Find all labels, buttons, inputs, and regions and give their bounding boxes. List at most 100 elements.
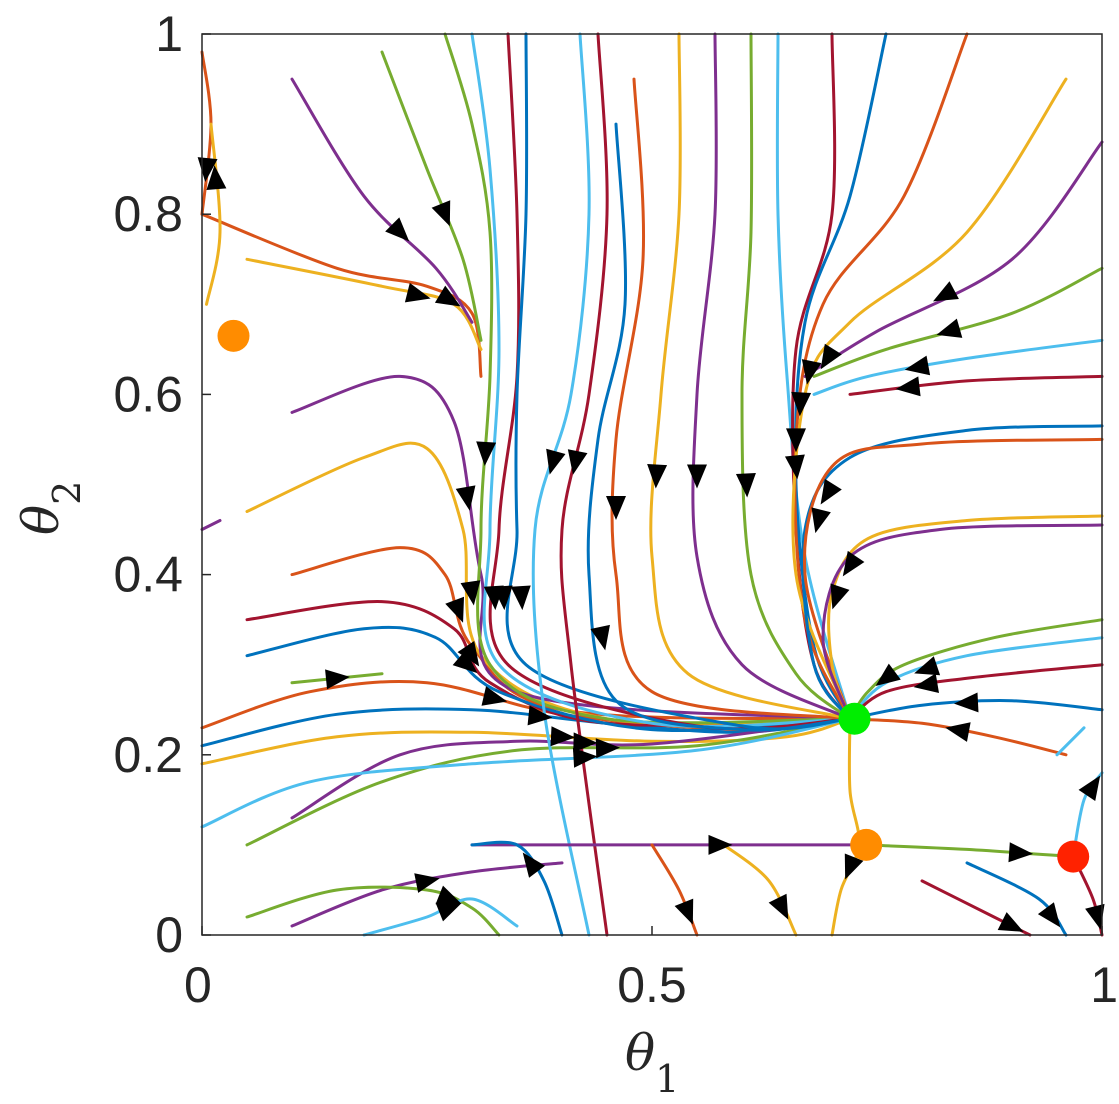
y-tick-label: 0.8 [113,186,183,242]
x-tick-label: 1 [1090,957,1118,1013]
streamline [245,257,483,351]
direction-arrow [768,893,789,920]
direction-arrow [445,596,465,623]
direction-arrow [595,738,620,759]
direction-arrow [820,478,842,505]
direction-arrow [492,585,513,611]
direction-arrow [481,686,508,706]
streamline [821,523,1104,721]
streamline [559,32,609,937]
direction-arrow [431,200,451,227]
direction-arrow [606,496,626,520]
streamline [290,546,852,721]
direction-arrow [842,550,865,577]
direction-arrow [936,318,963,338]
streamline [200,519,222,531]
streamline [803,437,1104,721]
axis-ticks-group: 0 0.5 1 0 0.2 0.4 0.6 0.8 1 [113,6,1118,1013]
direction-arrow [945,722,971,742]
direction-arrow [385,217,410,242]
streamline [775,32,852,721]
direction-arrow [784,454,805,480]
direction-arrow [895,376,921,397]
fixed-point-red [1057,840,1090,873]
direction-arrow [550,726,575,747]
y-tick-label: 0.2 [113,727,183,783]
direction-arrow [457,641,480,667]
streamline [848,618,1104,721]
streamline [205,122,222,306]
direction-arrow [567,449,588,475]
direction-arrow [687,464,707,489]
direction-arrow [476,441,497,466]
direction-arrow [510,585,531,611]
streamline [1055,726,1086,757]
direction-arrow [820,343,842,370]
y-tick-label: 0 [155,907,183,963]
direction-arrow [452,649,478,674]
direction-arrow [844,853,864,880]
direction-arrow [546,448,566,475]
direction-arrow [435,885,462,905]
direction-arrow [590,624,610,651]
streamline [290,717,852,820]
direction-arrow [522,852,546,878]
direction-arrow [786,428,806,453]
streamline [200,717,852,766]
direction-arrow [904,355,931,376]
direction-arrow [1037,902,1061,928]
streamline [586,122,852,732]
direction-arrow [997,912,1024,932]
streamline [531,32,591,937]
streamline [965,861,1068,937]
direction-arrow [913,673,939,694]
direction-arrow [811,507,831,534]
direction-arrow [1008,842,1034,863]
streamline [803,140,1104,378]
y-axis-label: θ2 [12,481,89,535]
direction-arrow [572,747,598,768]
direction-arrow [206,165,227,190]
x-tick-label: 0 [184,957,212,1013]
fixed-point-green [838,702,871,735]
direction-arrow [404,282,431,303]
streamline [245,717,852,847]
fixed-point-orange [850,828,883,861]
direction-arrow [455,485,476,511]
streamline [801,424,1104,721]
streamline [848,636,1104,721]
direction-arrow [954,692,979,713]
streamline [470,32,852,728]
streamline [290,374,852,721]
direction-arrow [791,391,812,417]
direction-arrow [647,463,668,489]
streamline [848,374,1104,396]
streamline [740,32,852,721]
direction-arrow [1085,903,1105,930]
x-axis-label-subscript: 1 [655,1057,679,1101]
fixed-point-orange [217,319,250,352]
direction-arrow [735,473,756,498]
streamline [650,843,699,937]
direction-arrow [801,359,822,385]
x-axis-label-symbol: θ [625,1024,655,1082]
streamline [830,717,861,937]
direction-arrow [573,732,598,753]
streamline [848,663,1104,721]
streamline [791,77,1068,721]
streamline [443,32,852,725]
fixed-points-group [217,319,1090,873]
y-tick-label: 1 [155,6,183,62]
direction-arrow [325,669,350,690]
direction-arrow [414,873,440,893]
direction-arrow [674,898,694,925]
y-tick-label: 0.6 [113,366,183,422]
streamline [848,717,1068,757]
direction-arrow [1078,775,1101,801]
streamline [691,32,852,721]
y-axis-label-subscript: 2 [45,481,89,505]
direction-arrow [875,663,901,687]
direction-arrow [708,834,733,855]
y-tick-label: 0.4 [113,547,183,603]
